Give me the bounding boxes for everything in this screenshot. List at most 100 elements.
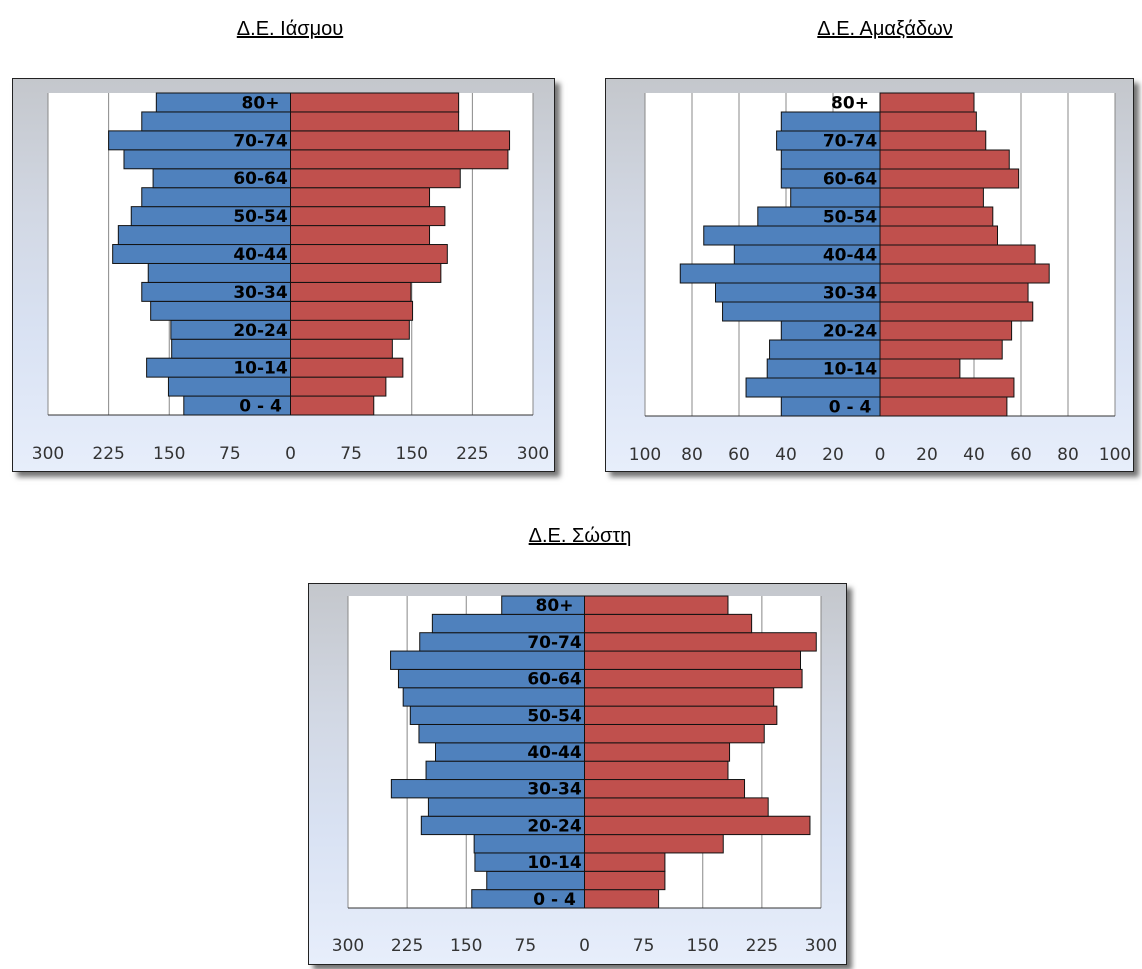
bar-female-9 <box>879 244 1036 265</box>
pyramid-chart-sosti: 0 - 4 10-14 20-24 30-34 40-44 50-54 60-64 70-74… <box>332 595 837 956</box>
bar-female-17 <box>290 92 460 113</box>
bar-female-12 <box>584 687 775 707</box>
bar-female-12 <box>879 187 984 208</box>
chart-frame-amaxades: 0 - 4 10-14 20-24 30-34 40-44 50-54 60-64 70-74… <box>605 78 1134 472</box>
bar-male-4 <box>473 834 585 854</box>
bar-male-4 <box>769 339 881 360</box>
bar-female-13 <box>290 168 461 189</box>
x-tick-label: 0 <box>285 444 296 464</box>
x-tick-label: 150 <box>687 936 719 956</box>
bar-female-9 <box>584 742 731 762</box>
x-tick-label: 60 <box>1010 445 1032 465</box>
bar-female-10 <box>584 723 765 744</box>
bar-female-6 <box>879 301 1034 322</box>
bar-female-2 <box>584 870 666 891</box>
bar-female-8 <box>584 760 729 781</box>
bar-female-4 <box>584 834 724 854</box>
bar-female-5 <box>290 319 410 340</box>
x-tick-label: 0 <box>579 936 590 956</box>
bar-female-8 <box>879 263 1050 284</box>
bar-female-5 <box>879 320 1013 341</box>
bar-female-6 <box>584 797 769 817</box>
age-group-label: 60-64 <box>233 169 288 189</box>
bar-male-12 <box>402 687 585 707</box>
age-group-label: 20-24 <box>527 816 582 836</box>
bar-female-7 <box>290 281 412 302</box>
x-tick-label: 100 <box>1099 445 1131 465</box>
age-group-label: 10-14 <box>823 360 878 380</box>
bar-female-17 <box>584 595 729 615</box>
age-group-label: 60-64 <box>527 670 582 690</box>
pyramid-chart-amaxades: 0 - 4 10-14 20-24 30-34 40-44 50-54 60-64 70-74… <box>629 92 1131 465</box>
bar-female-7 <box>879 282 1029 303</box>
chart-title-iasmos: Δ.Ε. Ιάσμου <box>236 18 344 40</box>
x-tick-label: 150 <box>450 936 482 956</box>
bar-female-11 <box>290 206 446 227</box>
bar-male-8 <box>679 263 881 284</box>
age-group-label: 70-74 <box>823 132 878 152</box>
bar-female-10 <box>879 225 998 246</box>
x-tick-label: 40 <box>963 445 985 465</box>
chart-frame-sosti: 0 - 4 10-14 20-24 30-34 40-44 50-54 60-64 70-74… <box>308 583 847 965</box>
bar-male-14 <box>390 650 585 670</box>
age-group-label: 60-64 <box>823 170 878 190</box>
bar-male-14 <box>123 149 291 170</box>
bar-female-2 <box>879 377 1015 398</box>
bar-male-4 <box>171 338 291 359</box>
bar-male-10 <box>117 225 291 246</box>
x-tick-label: 225 <box>391 936 423 956</box>
bar-female-4 <box>290 338 393 359</box>
bar-male-12 <box>141 187 291 208</box>
age-group-label: 0 - 4 <box>533 890 576 910</box>
bar-female-11 <box>879 206 994 227</box>
age-group-label: 30-34 <box>823 284 878 304</box>
age-group-label: 30-34 <box>233 283 288 303</box>
age-group-label: 70-74 <box>527 633 582 653</box>
bar-male-14 <box>780 149 881 170</box>
age-group-label: 0 - 4 <box>239 397 282 417</box>
bar-female-10 <box>290 225 431 246</box>
bar-male-2 <box>486 870 586 891</box>
bar-female-3 <box>584 852 666 872</box>
bar-female-7 <box>584 779 746 799</box>
x-tick-label: 225 <box>92 444 124 464</box>
x-tick-label: 300 <box>517 444 549 464</box>
bar-female-2 <box>290 376 387 397</box>
bar-female-9 <box>290 244 448 264</box>
bar-female-15 <box>584 632 817 652</box>
x-tick-label: 225 <box>456 444 488 464</box>
bar-male-2 <box>745 377 881 398</box>
age-group-label: 70-74 <box>233 131 288 151</box>
age-group-label: 80+ <box>831 94 869 114</box>
x-tick-label: 75 <box>340 444 362 464</box>
bar-female-17 <box>879 92 975 113</box>
bar-female-8 <box>290 262 442 283</box>
bar-female-14 <box>584 650 802 670</box>
age-group-label: 50-54 <box>823 208 878 228</box>
bar-female-13 <box>879 168 1020 189</box>
bar-male-16 <box>780 111 881 132</box>
bar-male-8 <box>425 760 585 781</box>
x-tick-label: 300 <box>805 936 837 956</box>
bar-male-16 <box>431 613 585 634</box>
bar-male-12 <box>790 187 881 208</box>
age-group-label: 10-14 <box>527 853 582 873</box>
x-tick-label: 60 <box>728 445 750 465</box>
x-tick-label: 300 <box>332 936 364 956</box>
x-tick-label: 75 <box>633 936 655 956</box>
x-tick-label: 225 <box>746 936 778 956</box>
bar-female-1 <box>879 396 1008 417</box>
x-tick-label: 150 <box>153 444 185 464</box>
x-tick-label: 20 <box>916 445 938 465</box>
age-group-label: 80+ <box>242 93 280 113</box>
bar-female-16 <box>290 111 460 132</box>
chart-title-amaxades: Δ.Ε. Αμαξάδων <box>817 18 953 40</box>
age-group-label: 40-44 <box>233 245 288 265</box>
age-group-label: 80+ <box>536 596 574 616</box>
bar-female-16 <box>584 613 753 634</box>
bar-female-3 <box>290 357 404 378</box>
bar-female-4 <box>879 339 1003 360</box>
x-tick-label: 40 <box>775 445 797 465</box>
age-group-label: 20-24 <box>233 321 288 341</box>
bar-female-16 <box>879 111 977 132</box>
